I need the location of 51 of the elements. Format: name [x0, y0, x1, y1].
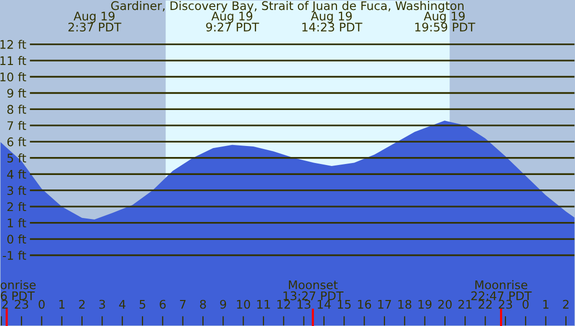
x-tick-label: 5	[140, 300, 146, 309]
x-tick-label: 0	[38, 300, 45, 309]
y-tick-label: 10 ft	[0, 72, 26, 82]
x-tick-label: 21	[458, 300, 472, 309]
x-tick-label: 2	[563, 300, 568, 309]
y-tick-label: 0 ft	[7, 234, 26, 244]
y-tick-label: 8 ft	[7, 104, 26, 114]
ref-line-label: Moonrise 22:47 PDT	[471, 280, 532, 300]
annotation: Aug 19 2:37 PDT	[68, 12, 122, 32]
y-tick-label: 2 ft	[7, 202, 26, 212]
x-tick-label: 15	[338, 300, 351, 309]
y-tick-label: 1 ft	[8, 218, 26, 228]
x-tick-label: 20	[438, 300, 452, 309]
x-tick-label: 18	[398, 300, 412, 309]
x-tick-label: 7	[180, 300, 186, 309]
x-tick-label: 0	[522, 300, 529, 309]
annotation: Aug 19 19:59 PDT	[415, 12, 476, 32]
y-tick-label: 5 ft	[7, 153, 26, 163]
x-tick-label: 3	[99, 300, 105, 309]
x-tick-label: 19	[418, 300, 432, 309]
ref-line-label: Moonset 13:27 PDT	[284, 280, 344, 300]
x-tick-label: 23	[498, 300, 512, 309]
x-tick-label: 1	[543, 300, 548, 309]
y-tick-label: 11 ft	[0, 56, 26, 66]
x-tick-label: 4	[119, 300, 126, 309]
x-tick-label: 10	[237, 300, 250, 309]
y-tick-label: 7 ft	[8, 120, 26, 130]
y-tick-label: 12 ft	[0, 40, 26, 49]
x-tick-label: 14	[318, 300, 331, 309]
y-tick-label: 3 ft	[7, 186, 26, 195]
y-tick-label: -1 ft	[2, 250, 26, 260]
x-tick-label: 2	[2, 300, 8, 309]
annotation: Aug 19 9:27 PDT	[206, 12, 260, 32]
x-tick-label: 8	[200, 300, 206, 309]
x-tick-label: 12	[277, 300, 290, 309]
x-tick-label: 1	[59, 300, 64, 309]
x-tick-label: 11	[257, 300, 270, 309]
y-tick-label: 6 ft	[7, 137, 26, 146]
x-tick-label: 22	[478, 300, 492, 309]
x-tick-label: 13	[298, 300, 310, 309]
x-tick-label: 16	[358, 300, 372, 309]
y-tick-label: 9 ft	[7, 88, 26, 98]
x-tick-label: 6	[160, 300, 166, 309]
x-tick-label: 9	[220, 300, 226, 309]
y-tick-label: 4 ft	[7, 170, 26, 179]
x-tick-label: 17	[378, 300, 391, 309]
ref-line-label: onrise 6 PDT	[0, 280, 36, 300]
chart-title: Gardiner, Discovery Bay, Strait of Juan de Fuca, Washington	[111, 0, 464, 12]
x-tick-label: 2	[79, 300, 85, 309]
annotation: Aug 19 14:23 PDT	[302, 12, 362, 32]
x-tick-label: 23	[14, 300, 28, 309]
